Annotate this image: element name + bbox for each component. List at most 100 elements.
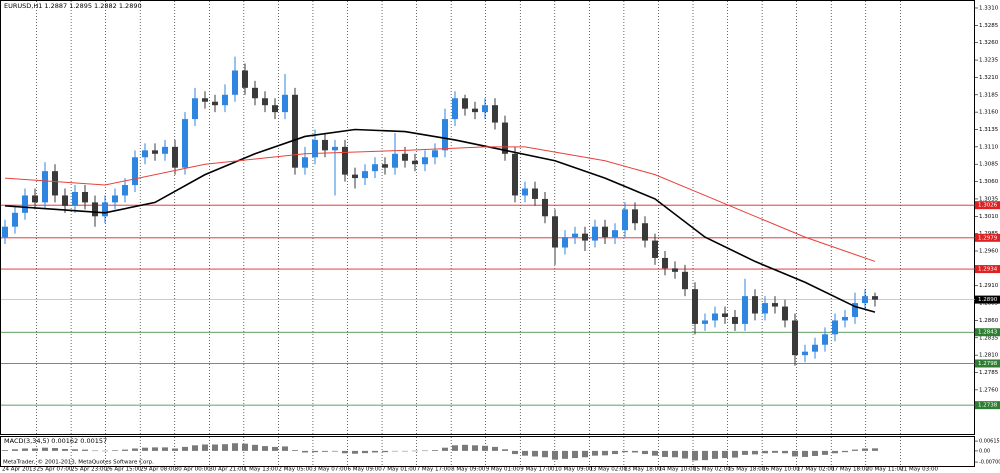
candle-body (572, 233, 578, 238)
macd-bar (792, 450, 798, 457)
macd-bar (122, 449, 128, 451)
macd-bar (812, 450, 818, 456)
x-tick-label: 29 Apr 08:00 (140, 467, 176, 473)
macd-bar (842, 450, 848, 453)
candle-body (362, 171, 368, 179)
macd-bar (42, 447, 48, 451)
x-tick-label: 13 May 02:00 (589, 467, 627, 473)
moving-average (4, 146, 876, 262)
x-tick-label: 25 Apr 07:00 (37, 467, 73, 473)
y-tick-label: 1.3135 (979, 127, 999, 133)
candle-body (722, 313, 728, 317)
macd-bar (662, 450, 668, 457)
candle-body (372, 164, 378, 172)
candle-body (772, 303, 778, 307)
macd-bar (752, 450, 758, 455)
macd-bar (692, 450, 698, 461)
macd-bar (772, 450, 778, 453)
x-tick-label: 8 May 09:00 (451, 467, 486, 473)
y-tick-label: 1.2785 (979, 370, 999, 376)
level-label: 1.2843 (978, 330, 998, 336)
macd-tick-label: 0.00615 (979, 439, 1000, 445)
candle-body (472, 108, 478, 113)
y-tick-label: 1.2860 (979, 318, 999, 324)
macd-bar (602, 450, 608, 456)
candle-body (382, 164, 388, 168)
macd-bar (232, 443, 238, 451)
macd-bar (62, 448, 68, 451)
y-tick-label: 1.3035 (979, 196, 999, 202)
macd-bar (212, 444, 218, 451)
candle-body (292, 94, 298, 168)
candle-body (622, 209, 628, 231)
macd-bar (182, 446, 188, 451)
macd-bar (852, 449, 858, 451)
y-tick-label: 1.2810 (979, 353, 999, 359)
y-tick-label: 1.2835 (979, 335, 999, 341)
level-tag (975, 359, 1000, 368)
candle-body (742, 296, 748, 324)
candle-body (282, 94, 288, 113)
candle-body (412, 160, 418, 165)
candle-body (532, 188, 538, 199)
candle-body (682, 271, 688, 290)
macd-bar (292, 450, 298, 451)
y-tick-label: 1.3260 (979, 40, 999, 46)
macd-bar (52, 448, 58, 451)
candle-body (22, 195, 28, 213)
candle-body (802, 351, 808, 356)
candle-body (832, 320, 838, 335)
y-tick-label: 1.3085 (979, 162, 999, 168)
price-tag (975, 295, 1000, 304)
y-tick-label: 1.3185 (979, 92, 999, 98)
candle-body (602, 226, 608, 238)
macd-bar (802, 450, 808, 457)
main-frame (0, 0, 975, 435)
x-tick-label: 24 Apr 2013 (2, 467, 37, 473)
candle-body (552, 216, 558, 248)
candle-body (112, 195, 118, 203)
candle-body (812, 344, 818, 352)
candle-body (692, 289, 698, 324)
candle-body (102, 202, 108, 217)
candle-body (502, 122, 508, 154)
candle-body (752, 296, 758, 314)
macd-bar (872, 448, 878, 451)
candle-body (422, 157, 428, 165)
level-label: 1.2798 (978, 361, 998, 367)
macd-bar (472, 445, 478, 451)
y-tick-label: 1.2960 (979, 249, 999, 255)
candle-body (392, 153, 398, 168)
macd-bar (502, 449, 508, 451)
macd-bar (862, 448, 868, 451)
candle-body (232, 70, 238, 95)
macd-bar (492, 446, 498, 451)
y-tick-label: 1.3310 (979, 5, 999, 11)
macd-bar (702, 450, 708, 461)
macd-bar (222, 444, 228, 451)
macd-bar (112, 450, 118, 451)
macd-bar (372, 450, 378, 453)
candle-body (872, 296, 878, 300)
macd-bar (352, 450, 358, 454)
macd-bar (12, 449, 18, 451)
macd-bar (262, 446, 268, 451)
x-tick-label: 26 Apr 15:00 (106, 467, 142, 473)
candle-body (462, 98, 468, 109)
y-tick-label: 1.3110 (979, 144, 999, 150)
macd-bar (362, 450, 368, 454)
candle-body (242, 70, 248, 88)
macd-bar (832, 450, 838, 454)
candle-body (42, 171, 48, 203)
macd-bar (782, 450, 788, 454)
macd-bar (32, 448, 38, 451)
candle-body (672, 268, 678, 272)
candle-body (822, 334, 828, 345)
candle-body (632, 209, 638, 224)
candle-body (2, 226, 8, 238)
candle-body (522, 188, 528, 196)
candle-body (222, 94, 228, 106)
candle-body (122, 185, 128, 196)
